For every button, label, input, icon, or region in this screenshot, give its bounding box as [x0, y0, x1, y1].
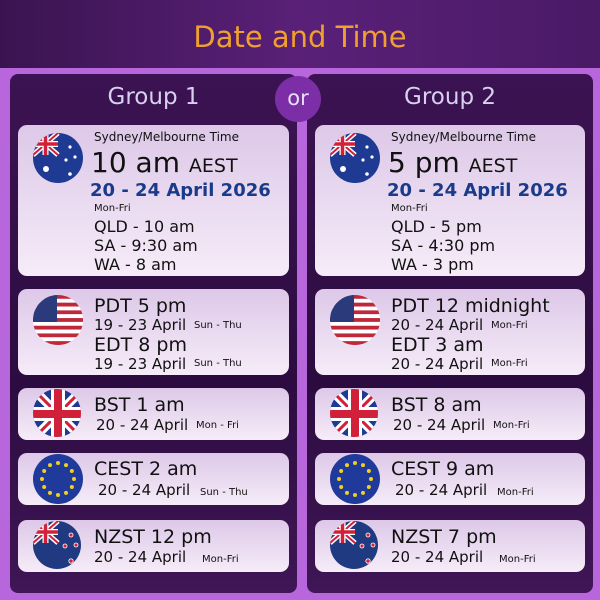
- cest-days: Mon-Fri: [497, 487, 534, 498]
- zone-label: AEST: [468, 155, 518, 177]
- eu-flag-icon: [33, 454, 83, 504]
- group-1-panel: Group 1 Sydney/Melbourne Time 10 am AEST…: [10, 74, 297, 593]
- main-time: 10 am AEST: [91, 146, 238, 179]
- australia-flag-icon: [330, 133, 380, 183]
- group-title: Group 1: [107, 84, 200, 110]
- bst-dates: 20 - 24 April: [96, 416, 189, 434]
- pdt-dates: 19 - 23 April: [94, 316, 187, 334]
- edt-time: EDT 8 pm: [94, 334, 187, 356]
- australia-flag-icon: [33, 133, 83, 183]
- cest-days: Sun - Thu: [200, 487, 248, 498]
- sydney-card: Sydney/Melbourne Time 5 pm AEST 20 - 24 …: [315, 125, 585, 276]
- wa-time: WA - 3 pm: [391, 255, 474, 274]
- usa-card: PDT 12 midnight 20 - 24 April Mon-Fri ED…: [315, 289, 585, 375]
- bst-time: BST 8 am: [391, 394, 482, 416]
- date-range: 20 - 24 April 2026: [387, 180, 568, 201]
- bst-days: Mon - Fri: [196, 420, 239, 431]
- zone-label: AEST: [188, 155, 238, 177]
- header-banner: Date and Time: [0, 0, 600, 68]
- edt-days: Sun - Thu: [194, 358, 242, 369]
- cest-dates: 20 - 24 April: [395, 481, 488, 499]
- cest-dates: 20 - 24 April: [98, 481, 191, 499]
- eu-card: CEST 2 am 20 - 24 April Sun - Thu: [18, 453, 289, 505]
- pdt-time: PDT 12 midnight: [391, 295, 550, 317]
- uk-card: BST 8 am 20 - 24 April Mon-Fri: [315, 388, 585, 440]
- main-time: 5 pm AEST: [388, 146, 517, 179]
- wa-time: WA - 8 am: [94, 255, 177, 274]
- nzst-days: Mon-Fri: [499, 554, 536, 565]
- group-title: Group 2: [404, 84, 496, 110]
- bst-dates: 20 - 24 April: [393, 416, 486, 434]
- uk-card: BST 1 am 20 - 24 April Mon - Fri: [18, 388, 289, 440]
- city-label: Sydney/Melbourne Time: [94, 130, 239, 144]
- edt-days: Mon-Fri: [491, 358, 528, 369]
- date-range: 20 - 24 April 2026: [90, 180, 271, 201]
- time-value: 10 am: [91, 146, 180, 179]
- sydney-card: Sydney/Melbourne Time 10 am AEST 20 - 24…: [18, 125, 289, 276]
- cest-time: CEST 2 am: [94, 458, 198, 480]
- pdt-days: Sun - Thu: [194, 320, 242, 331]
- qld-time: QLD - 5 pm: [391, 217, 482, 236]
- usa-flag-icon: [33, 295, 83, 345]
- days-label: Mon-Fri: [391, 203, 428, 214]
- usa-card: PDT 5 pm 19 - 23 April Sun - Thu EDT 8 p…: [18, 289, 289, 375]
- group-2-panel: Group 2 Sydney/Melbourne Time 5 pm AEST …: [307, 74, 593, 593]
- nzst-days: Mon-Fri: [202, 554, 239, 565]
- bst-days: Mon-Fri: [493, 420, 530, 431]
- nzst-time: NZST 7 pm: [391, 526, 497, 548]
- cest-time: CEST 9 am: [391, 458, 495, 480]
- edt-time: EDT 3 am: [391, 334, 484, 356]
- city-label: Sydney/Melbourne Time: [391, 130, 536, 144]
- page-title: Date and Time: [193, 20, 407, 54]
- nzst-dates: 20 - 24 April: [94, 548, 187, 566]
- qld-time: QLD - 10 am: [94, 217, 195, 236]
- edt-dates: 19 - 23 April: [94, 355, 187, 373]
- time-value: 5 pm: [388, 146, 460, 179]
- new-zealand-flag-icon: [33, 521, 81, 569]
- eu-flag-icon: [330, 454, 380, 504]
- nzst-time: NZST 12 pm: [94, 526, 212, 548]
- nz-card: NZST 12 pm 20 - 24 April Mon-Fri: [18, 520, 289, 572]
- edt-dates: 20 - 24 April: [391, 355, 484, 373]
- days-label: Mon-Fri: [94, 203, 131, 214]
- usa-flag-icon: [330, 295, 380, 345]
- bst-time: BST 1 am: [94, 394, 185, 416]
- eu-card: CEST 9 am 20 - 24 April Mon-Fri: [315, 453, 585, 505]
- pdt-dates: 20 - 24 April: [391, 316, 484, 334]
- sa-time: SA - 4:30 pm: [391, 236, 496, 255]
- or-badge: or: [275, 76, 321, 122]
- uk-flag-icon: [33, 389, 81, 437]
- nz-card: NZST 7 pm 20 - 24 April Mon-Fri: [315, 520, 585, 572]
- pdt-days: Mon-Fri: [491, 320, 528, 331]
- sa-time: SA - 9:30 am: [94, 236, 198, 255]
- uk-flag-icon: [330, 389, 378, 437]
- new-zealand-flag-icon: [330, 521, 378, 569]
- nzst-dates: 20 - 24 April: [391, 548, 484, 566]
- pdt-time: PDT 5 pm: [94, 295, 187, 317]
